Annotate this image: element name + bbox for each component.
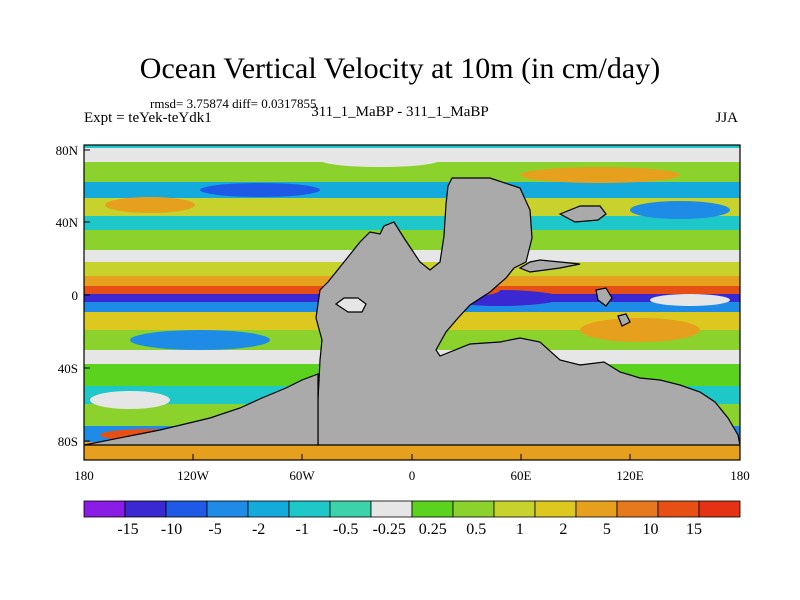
colorbar-swatch bbox=[329, 500, 372, 518]
small-island-b bbox=[617, 313, 631, 327]
colorbar-label: -5 bbox=[208, 521, 221, 538]
colorbar-label: -0.5 bbox=[333, 521, 358, 538]
y-axis: 80N 40N 0 40S 80S bbox=[56, 143, 90, 449]
north-band-b bbox=[84, 182, 740, 198]
colorbar-swatch bbox=[657, 500, 700, 518]
x-tick-label: 60E bbox=[511, 468, 532, 483]
colorbar-swatch bbox=[534, 500, 577, 518]
colorbar-swatch bbox=[411, 500, 454, 518]
north-band-e bbox=[84, 230, 740, 250]
colorbar: -15 -10 -5 -2 -1 -0.5 -0.25 0.25 0.5 1 2 5 10 15 bbox=[83, 500, 741, 538]
colorbar-swatch bbox=[83, 500, 126, 518]
x-tick-label: 120W bbox=[177, 468, 210, 483]
x-tick-label: 180 bbox=[730, 468, 750, 483]
experiment-label: Expt = teYek-teYdk1 bbox=[84, 110, 212, 126]
north-band-d bbox=[84, 216, 740, 230]
colorbar-label: -0.25 bbox=[373, 521, 406, 538]
colorbar-swatch bbox=[698, 500, 741, 518]
colorbar-label: 1 bbox=[516, 521, 524, 538]
central-landmass bbox=[315, 177, 740, 446]
land-masses bbox=[84, 177, 740, 446]
colorbar-label: -10 bbox=[161, 521, 182, 538]
northeast-island bbox=[558, 205, 607, 223]
colorbar-swatch bbox=[616, 500, 659, 518]
colorbar-swatch bbox=[452, 500, 495, 518]
rmsd-diff-stats: rmsd= 3.75874 diff= 0.0317855 bbox=[150, 96, 317, 111]
colorbar-swatch bbox=[247, 500, 290, 518]
colorbar-swatch bbox=[124, 500, 167, 518]
antarctic-band bbox=[84, 442, 740, 460]
y-tick-label: 80N bbox=[56, 143, 79, 158]
y-tick-label: 80S bbox=[58, 434, 78, 449]
colorbar-label: 2 bbox=[559, 521, 567, 538]
x-tick-label: 0 bbox=[409, 468, 416, 483]
colorbar-swatch bbox=[493, 500, 536, 518]
colorbar-label: -15 bbox=[117, 521, 138, 538]
x-axis: 180 120W 60W 0 60E 120E 180 bbox=[74, 454, 750, 483]
colorbar-label: 10 bbox=[642, 521, 658, 538]
southwest-landmass bbox=[84, 373, 319, 446]
y-tick-label: 0 bbox=[72, 288, 79, 303]
x-tick-label: 60W bbox=[289, 468, 315, 483]
colorbar-swatch bbox=[575, 500, 618, 518]
colorbar-label: -1 bbox=[295, 521, 308, 538]
case-names: 311_1_MaBP - 311_1_MaBP bbox=[311, 104, 489, 120]
colorbar-label: 5 bbox=[603, 521, 611, 538]
x-tick-label: 180 bbox=[74, 468, 94, 483]
colorbar-swatch bbox=[165, 500, 208, 518]
small-island-a bbox=[595, 287, 613, 307]
y-tick-label: 40N bbox=[56, 215, 79, 230]
y-tick-label: 40S bbox=[58, 361, 78, 376]
x-tick-label: 120E bbox=[616, 468, 644, 483]
plot-title: Ocean Vertical Velocity at 10m (in cm/da… bbox=[139, 52, 661, 85]
east-strip bbox=[518, 259, 581, 273]
season-label: JJA bbox=[715, 110, 738, 126]
inland-patch bbox=[334, 297, 367, 313]
colorbar-label: 0.25 bbox=[419, 521, 447, 538]
colorbar-swatch bbox=[206, 500, 249, 518]
colorbar-swatch bbox=[370, 500, 413, 518]
colorbar-label: 0.5 bbox=[466, 521, 486, 538]
colorbar-label: 15 bbox=[686, 521, 702, 538]
map-field bbox=[84, 145, 740, 460]
colorbar-swatch bbox=[288, 500, 331, 518]
colorbar-label: -2 bbox=[252, 521, 265, 538]
